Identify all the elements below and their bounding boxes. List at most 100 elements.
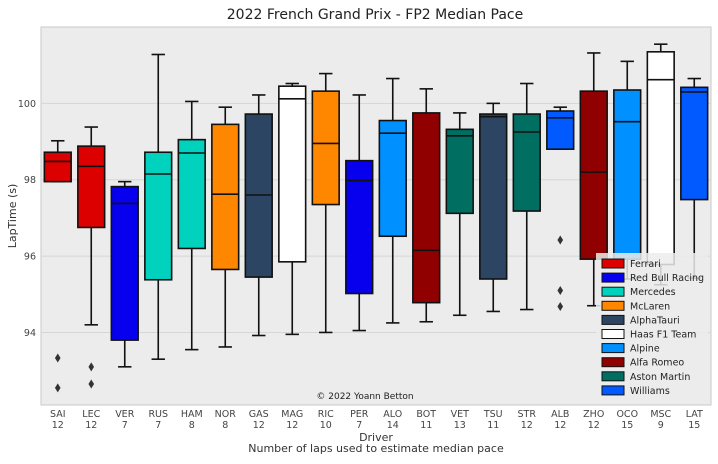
legend-swatch (601, 272, 625, 283)
legend-swatch (601, 300, 625, 311)
box-ham (177, 100, 206, 351)
x-tick-laps: 8 (222, 420, 228, 431)
legend-label: McLaren (630, 301, 670, 312)
box-sai (43, 139, 72, 393)
box-msc (646, 43, 675, 286)
iqr-box (412, 112, 441, 304)
x-tick-label: GAS (249, 409, 269, 420)
y-tick-label: 98 (24, 175, 36, 186)
x-tick-label: PER (350, 409, 369, 420)
x-tick-laps: 7 (122, 420, 128, 431)
iqr-box (613, 89, 642, 260)
outlier-point (88, 362, 95, 372)
legend-label: AlphaTauri (630, 315, 680, 326)
y-tick-label: 100 (18, 99, 36, 110)
legend-swatch (601, 314, 625, 325)
x-tick-laps: 11 (420, 420, 432, 431)
x-tick-laps: 7 (356, 420, 362, 431)
x-tick-laps: 12 (554, 420, 566, 431)
legend-swatch (601, 385, 625, 396)
iqr-box (77, 145, 106, 229)
legend-swatch (601, 343, 625, 354)
iqr-box (345, 159, 374, 295)
box-oco (613, 60, 642, 280)
x-tick-laps: 15 (688, 420, 700, 431)
x-tick-label: SAI (50, 409, 66, 420)
y-axis-label: LapTime (s) (6, 184, 19, 249)
x-tick-label: ALB (551, 409, 569, 420)
x-tick-label: LAT (686, 409, 703, 420)
x-tick-laps: 12 (52, 420, 64, 431)
box-vet (445, 112, 474, 317)
iqr-box (646, 51, 675, 266)
legend-label: Williams (630, 386, 670, 397)
x-axis-label-secondary: Number of laps used to estimate median p… (248, 442, 504, 455)
outlier-point (557, 301, 564, 311)
iqr-box (311, 90, 340, 206)
box-lec (77, 126, 106, 389)
legend-label: Alfa Romeo (630, 358, 684, 369)
iqr-box (177, 138, 206, 250)
box-zho (579, 52, 608, 307)
x-tick-laps: 15 (621, 420, 633, 431)
x-tick-laps: 11 (487, 420, 499, 431)
box-bot (412, 88, 441, 323)
x-tick-laps: 8 (189, 420, 195, 431)
iqr-box (211, 123, 240, 271)
x-tick-label: ALO (383, 409, 402, 420)
x-tick-label: VER (115, 409, 135, 420)
outlier-point (54, 353, 61, 363)
iqr-box (278, 85, 307, 263)
box-ver (110, 180, 139, 368)
legend-label: Red Bull Racing (630, 273, 704, 284)
box-tsu (479, 102, 508, 313)
iqr-box (43, 151, 72, 183)
iqr-box (479, 113, 508, 280)
x-tick-label: VET (451, 409, 470, 420)
iqr-box (144, 151, 173, 281)
iqr-box (680, 86, 709, 201)
x-tick-laps: 9 (658, 420, 664, 431)
y-tick-label: 96 (24, 252, 36, 263)
x-tick-label: NOR (215, 409, 237, 420)
x-tick-label: TSU (483, 409, 503, 420)
x-tick-label: ZHO (583, 409, 604, 420)
x-tick-label: OCO (616, 409, 638, 420)
x-tick-laps: 10 (320, 420, 332, 431)
legend-swatch (601, 258, 625, 269)
legend-swatch (601, 357, 625, 368)
x-tick-label: MAG (281, 409, 303, 420)
x-tick-label: RIC (318, 409, 334, 420)
outlier-point (557, 235, 564, 245)
legend-label: Haas F1 Team (630, 330, 696, 341)
iqr-box (579, 90, 608, 260)
x-tick-label: RUS (148, 409, 168, 420)
iqr-box (512, 113, 541, 212)
x-tick-label: HAM (181, 409, 203, 420)
chart-title: 2022 French Grand Prix - FP2 Median Pace (227, 7, 523, 23)
x-axis-label: Driver (359, 431, 393, 444)
outlier-point (54, 383, 61, 393)
x-axis-ticks: SAI12LEC12VER7RUS7HAM8NOR8GAS12MAG12RIC1… (50, 409, 703, 431)
box-alo (378, 77, 407, 324)
box-nor (211, 106, 240, 348)
x-tick-laps: 7 (155, 420, 161, 431)
iqr-box (378, 119, 407, 238)
legend-label: Ferrari (630, 259, 661, 270)
x-tick-laps: 14 (387, 420, 399, 431)
x-tick-laps: 12 (85, 420, 97, 431)
x-tick-laps: 12 (286, 420, 298, 431)
box-str (512, 82, 541, 311)
outlier-point (88, 379, 95, 389)
x-tick-laps: 13 (454, 420, 466, 431)
iqr-box (445, 128, 474, 215)
iqr-box (110, 185, 139, 341)
copyright-annotation: © 2022 Yoann Betton (316, 392, 413, 402)
box-alb (546, 106, 575, 311)
legend-label: Mercedes (630, 287, 676, 298)
legend-label: Alpine (630, 344, 660, 355)
box-lat (680, 77, 709, 280)
x-tick-laps: 12 (588, 420, 600, 431)
